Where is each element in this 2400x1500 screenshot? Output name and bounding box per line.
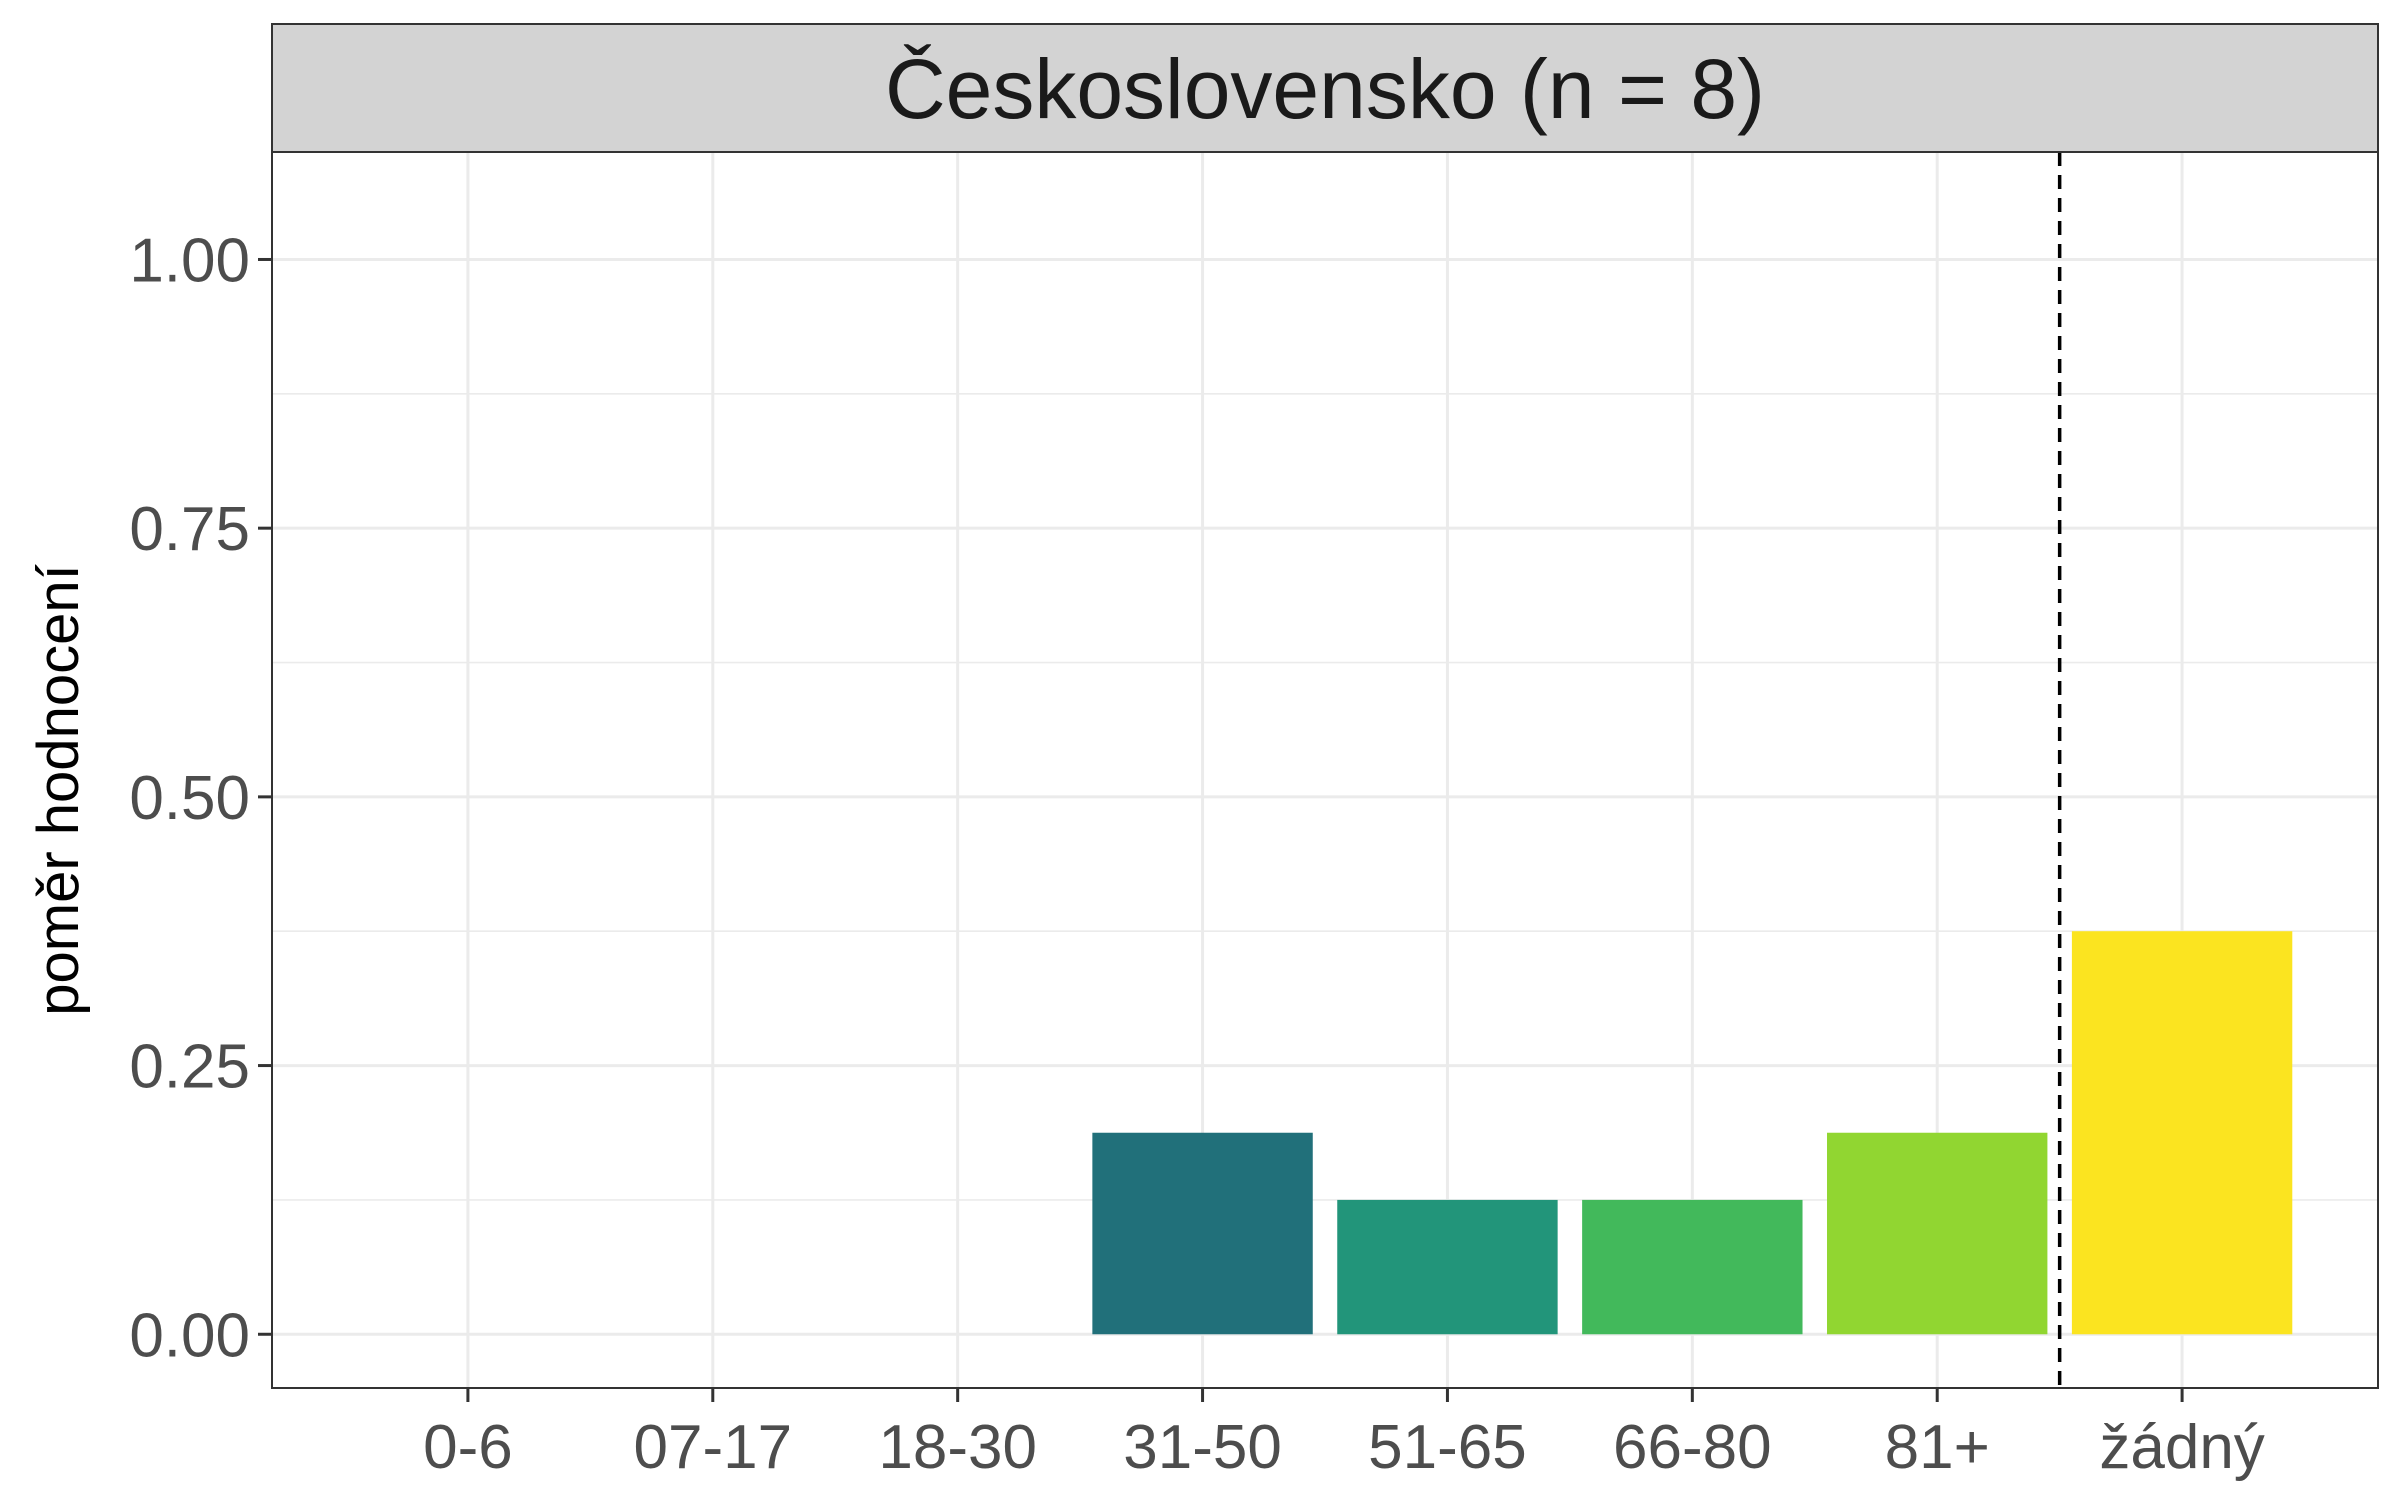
x-tick-label-66-80: 66-80 [1613,1413,1772,1482]
x-tick-label-31-50: 31-50 [1123,1413,1282,1482]
y-axis-title: poměr hodnocení [26,564,91,1015]
x-tick-label-0-6: 0-6 [423,1413,513,1482]
bar-dn [2071,931,2293,1335]
bar-51-65 [1337,1199,1558,1335]
x-tick-label-81: 81+ [1885,1413,1990,1482]
bar-66-80 [1582,1199,1803,1335]
x-tick-label-07-17: 07-17 [634,1413,793,1482]
x-tick-label-dn: žádný [2099,1413,2264,1482]
facet-strip [271,23,2379,153]
bars-layer [1092,931,2293,1335]
y-tick-label: 0.50 [129,764,250,833]
y-tick-label: 0.25 [129,1033,250,1102]
y-tick-label: 0.75 [129,495,250,564]
x-axis-ticks: 0-6 07-17 18-30 31-50 51-65 66-80 81+ žádný [423,1388,2265,1482]
facet-title: Československo (n = 8) [885,42,1765,136]
bar-81 [1827,1132,2048,1335]
y-tick-label: 0.00 [129,1301,250,1370]
grid-layer [272,152,2378,1388]
y-axis-ticks: 0.00 0.25 0.50 0.75 1.00 [129,226,272,1370]
panel-border [271,151,2379,1389]
x-tick-label-51-65: 51-65 [1368,1413,1527,1482]
y-tick-label: 1.00 [129,226,250,295]
x-tick-label-18-30: 18-30 [878,1413,1037,1482]
bar-31-50 [1092,1132,1313,1335]
